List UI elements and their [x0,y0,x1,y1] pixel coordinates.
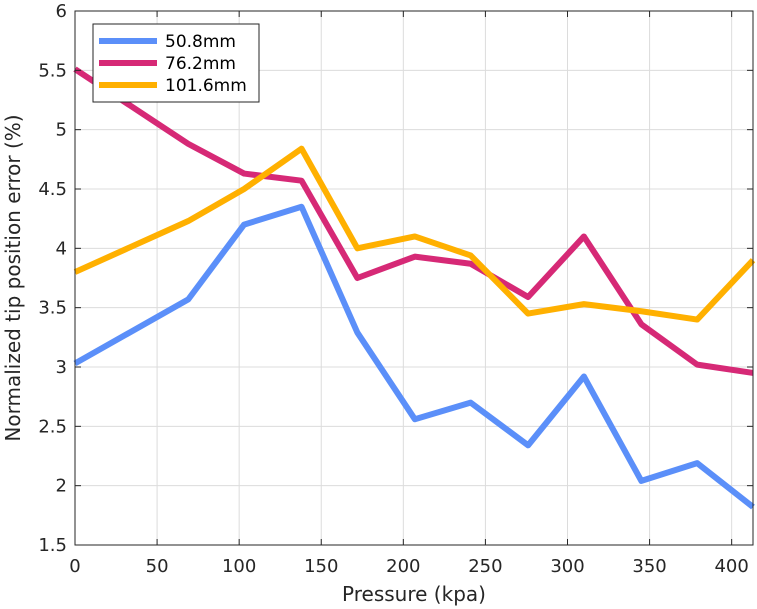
x-tick-label: 350 [632,556,666,577]
legend-label: 50.8mm [165,32,236,52]
series-group [73,66,756,510]
x-tick-label: 400 [714,556,748,577]
series-3 [73,145,756,323]
x-tick-label: 250 [468,556,502,577]
legend-label: 101.6mm [165,76,247,96]
grid-lines [75,11,753,545]
series-line [73,203,755,510]
series-line [73,66,754,376]
y-tick-label: 5 [56,120,67,141]
x-tick-label: 150 [304,556,338,577]
x-tick-label: 50 [146,556,169,577]
y-tick-label: 5.5 [38,60,67,81]
y-tick-label: 2 [56,476,67,497]
x-tick-label: 200 [386,556,420,577]
x-tick-label: 0 [69,556,80,577]
series-line [73,145,756,323]
y-tick-label: 1.5 [38,535,67,556]
x-tick-label: 100 [222,556,256,577]
y-tick-label: 4.5 [38,179,67,200]
y-axis-ticks: 1.5 2 2.5 3 3.5 4 4.5 5 5.5 6 [38,1,753,556]
y-axis-label: Normalized tip position error (%) [1,114,25,441]
x-axis-ticks: 0 50 100 150 200 250 300 350 400 [69,11,749,577]
y-tick-label: 4 [56,238,67,259]
x-axis-label: Pressure (kpa) [342,582,486,606]
x-tick-label: 300 [550,556,584,577]
y-tick-label: 3.5 [38,298,67,319]
y-tick-label: 3 [56,357,67,378]
y-tick-label: 6 [56,1,67,22]
axes-box [74,10,754,546]
legend-label: 76.2mm [165,54,236,74]
y-tick-label: 2.5 [38,416,67,437]
